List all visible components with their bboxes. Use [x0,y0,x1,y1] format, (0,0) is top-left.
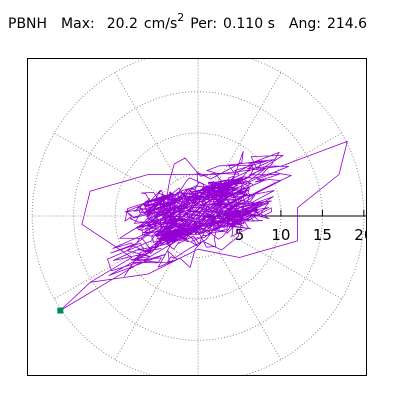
grid-spoke-240 [114,251,178,360]
station-name: PBNH [8,16,48,32]
max-unit-exponent: 2 [177,11,185,25]
period-value: 0.110 s [223,16,275,32]
polar-plot: 5 10 15 20 [31,59,367,375]
grid-spoke-210 [54,236,163,300]
max-value: 20.2 [106,16,138,32]
grid-spoke-330 [233,236,342,300]
end-marker [57,307,64,314]
grid-spoke-300 [218,251,282,360]
max-label: Max: [61,16,95,32]
angle-label: Ang: [288,16,321,32]
max-unit: cm/s [143,16,178,32]
trace-line [59,141,348,311]
grid-spoke-120 [114,72,178,181]
plot-frame: 5 10 15 20 [27,58,367,376]
period-label: Per: [190,16,218,32]
tick-label-5: 5 [235,226,245,244]
motion-trace [59,141,348,311]
chart-header: PBNH Max: 20.2 cm/s2 Per: 0.110 s Ang: 214.6 [8,11,368,34]
end-marker-group [57,307,64,314]
tick-label-10: 10 [271,226,290,244]
tick-label-15: 15 [313,226,332,244]
tick-label-20: 20 [354,226,367,244]
angle-value: 214.6 [326,16,368,32]
